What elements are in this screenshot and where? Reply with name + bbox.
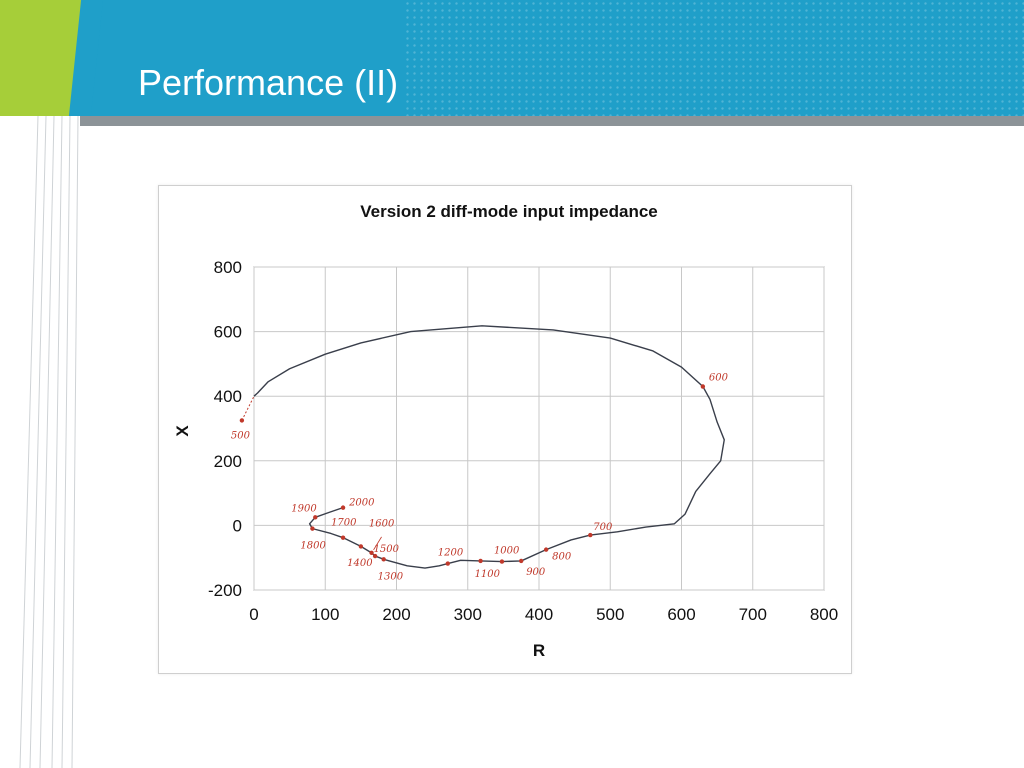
series-lines	[241, 325, 725, 569]
label-leader	[373, 536, 382, 551]
impedance-curve-extension	[241, 395, 255, 421]
x-tick-label: 700	[739, 605, 767, 624]
frequency-point	[700, 384, 706, 389]
frequency-label: 800	[552, 552, 572, 563]
frequency-point	[478, 558, 483, 564]
impedance-plot: 0 100 200 300 400 500 600 700 800 -200 0 200 400 600 8…	[173, 258, 838, 660]
grid-lines	[253, 266, 825, 591]
frequency-point	[499, 559, 505, 564]
frequency-label: 1800	[300, 541, 326, 552]
y-tick-label: 400	[214, 387, 242, 406]
x-tick-label: 100	[311, 605, 339, 624]
frequency-label: 1900	[291, 503, 317, 514]
y-tick-label: 200	[214, 452, 242, 471]
y-axis-label: X	[173, 425, 192, 437]
frequency-point	[310, 526, 315, 531]
frequency-label: 1200	[438, 548, 464, 559]
chart-title: Version 2 diff-mode input impedance	[360, 202, 658, 221]
x-tick-label: 600	[667, 605, 695, 624]
frequency-label: 1400	[347, 558, 373, 569]
frequency-point	[543, 547, 549, 552]
frequency-label: 2000	[348, 498, 375, 509]
x-tick-label: 200	[382, 605, 410, 624]
x-tick-label: 400	[525, 605, 553, 624]
frequency-point	[239, 418, 245, 423]
x-axis-label: R	[533, 641, 545, 660]
frequency-label: 600	[709, 373, 729, 384]
frequency-point	[340, 505, 346, 510]
frequency-point	[358, 544, 364, 549]
y-tick-label: 0	[233, 516, 242, 535]
x-tick-label: 800	[810, 605, 838, 624]
frequency-point	[340, 535, 346, 540]
header-divider	[80, 116, 1024, 126]
frequency-point	[381, 557, 386, 562]
frequency-label: 1600	[369, 518, 395, 529]
frequency-point	[369, 550, 374, 556]
frequency-label: 700	[593, 522, 613, 533]
frequency-label: 1000	[494, 546, 520, 557]
y-tick-label: 600	[214, 323, 242, 342]
impedance-curve	[253, 325, 725, 569]
x-tick-label: 0	[249, 605, 258, 624]
frequency-label: 1300	[378, 571, 404, 582]
x-tick-label: 500	[596, 605, 624, 624]
chart-panel: Version 2 diff-mode input impedance 0 100…	[158, 185, 852, 674]
y-tick-label: 800	[214, 258, 242, 277]
frequency-label: 1700	[331, 518, 357, 529]
decorative-stripes	[19, 116, 79, 768]
frequency-point	[445, 561, 450, 566]
frequency-point	[313, 515, 318, 520]
slide-header: Performance (II)	[0, 0, 1024, 116]
frequency-label: 1500	[374, 544, 400, 555]
frequency-label: 500	[231, 430, 251, 441]
frequency-point	[518, 558, 524, 564]
frequency-point	[372, 553, 378, 559]
y-tick-label: -200	[208, 581, 242, 600]
tick-labels: 0 100 200 300 400 500 600 700 800 -200 0 200 400 600 8…	[208, 258, 838, 624]
frequency-label: 1100	[475, 569, 501, 580]
x-tick-label: 300	[454, 605, 482, 624]
frequency-label: 900	[526, 567, 546, 578]
dot-pattern	[404, 0, 1024, 116]
frequency-point	[588, 532, 593, 538]
slide-title: Performance (II)	[138, 62, 399, 103]
